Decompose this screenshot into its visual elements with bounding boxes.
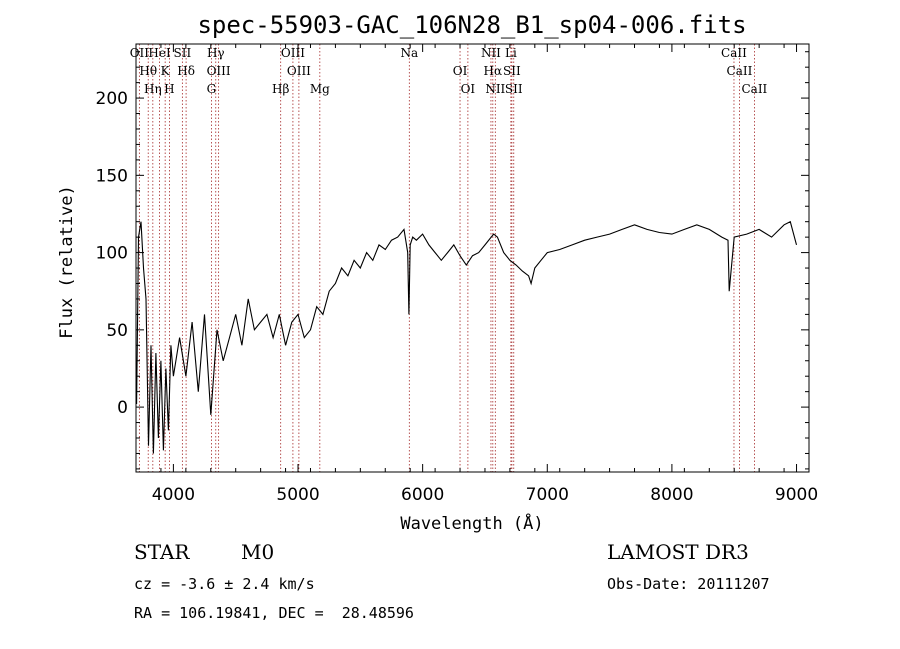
line-label: SII [505,82,523,96]
line-label: H [164,82,174,96]
y-axis-label: Flux (relative) [57,185,77,339]
y-tick-label: 50 [106,321,128,341]
line-label: Mg [310,82,330,96]
plot-frame [135,43,810,473]
x-axis-label: Wavelength (Å) [400,512,543,534]
line-label: OIII [287,64,311,78]
spectrum-series-line [136,220,798,454]
line-label: Hη [144,82,162,96]
y-tick-label: 100 [96,244,128,264]
line-label: NII [481,46,501,60]
line-label: HeI [148,46,171,60]
line-label: CaII [721,46,747,60]
line-labels: OII Hθ Hη HeI KH SII Hδ G Hγ OIII Hβ OIII OIII Mg Na OI… [130,46,768,96]
line-label: OI [461,82,476,96]
survey-name: LAMOST DR3 [607,540,749,564]
line-label: Hδ [177,64,195,78]
line-label: OI [453,64,468,78]
redshift-text: cz = -3.6 ± 2.4 km/s [134,575,315,593]
line-label: K [161,64,171,78]
chart-title: spec-55903-GAC_106N28_B1_sp04-006.fits [197,11,746,39]
y-tick-label: 150 [96,166,128,186]
line-label: G [207,82,217,96]
object-class: STAR [134,540,190,564]
object-subclass: M0 [241,540,275,564]
x-tick-label: 8000 [650,485,693,505]
y-tick-label: 0 [117,398,128,418]
line-label: Hγ [207,46,225,60]
x-tick-label: 9000 [775,485,818,505]
x-tick-label: 7000 [526,485,569,505]
x-tick-label: 5000 [276,485,319,505]
line-label: SII [174,46,192,60]
line-label: OII [130,46,150,60]
line-label: Li [505,46,517,60]
line-label: SII [503,64,521,78]
line-label: OIII [281,46,305,60]
observation-date: Obs-Date: 20111207 [607,575,770,593]
line-label: OIII [207,64,231,78]
y-tick-label: 200 [96,89,128,109]
x-tick-label: 4000 [152,485,195,505]
x-tick-label: 6000 [401,485,444,505]
line-markers [138,44,755,472]
line-label: CaII [741,82,767,96]
line-label: Hθ [139,64,157,78]
line-label: CaII [727,64,753,78]
line-label: Hβ [272,82,289,96]
coordinates-text: RA = 106.19841, DEC = 28.48596 [134,604,414,622]
line-label: Hα [484,64,503,78]
y-axis: 0 50 100 150 200 [96,51,809,470]
x-axis: 4000 5000 6000 7000 8000 9000 [135,44,818,505]
line-label: NII [485,82,505,96]
line-label: Na [400,46,418,60]
